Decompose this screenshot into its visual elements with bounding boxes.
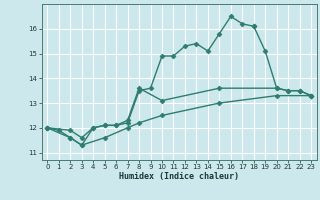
X-axis label: Humidex (Indice chaleur): Humidex (Indice chaleur) — [119, 172, 239, 181]
